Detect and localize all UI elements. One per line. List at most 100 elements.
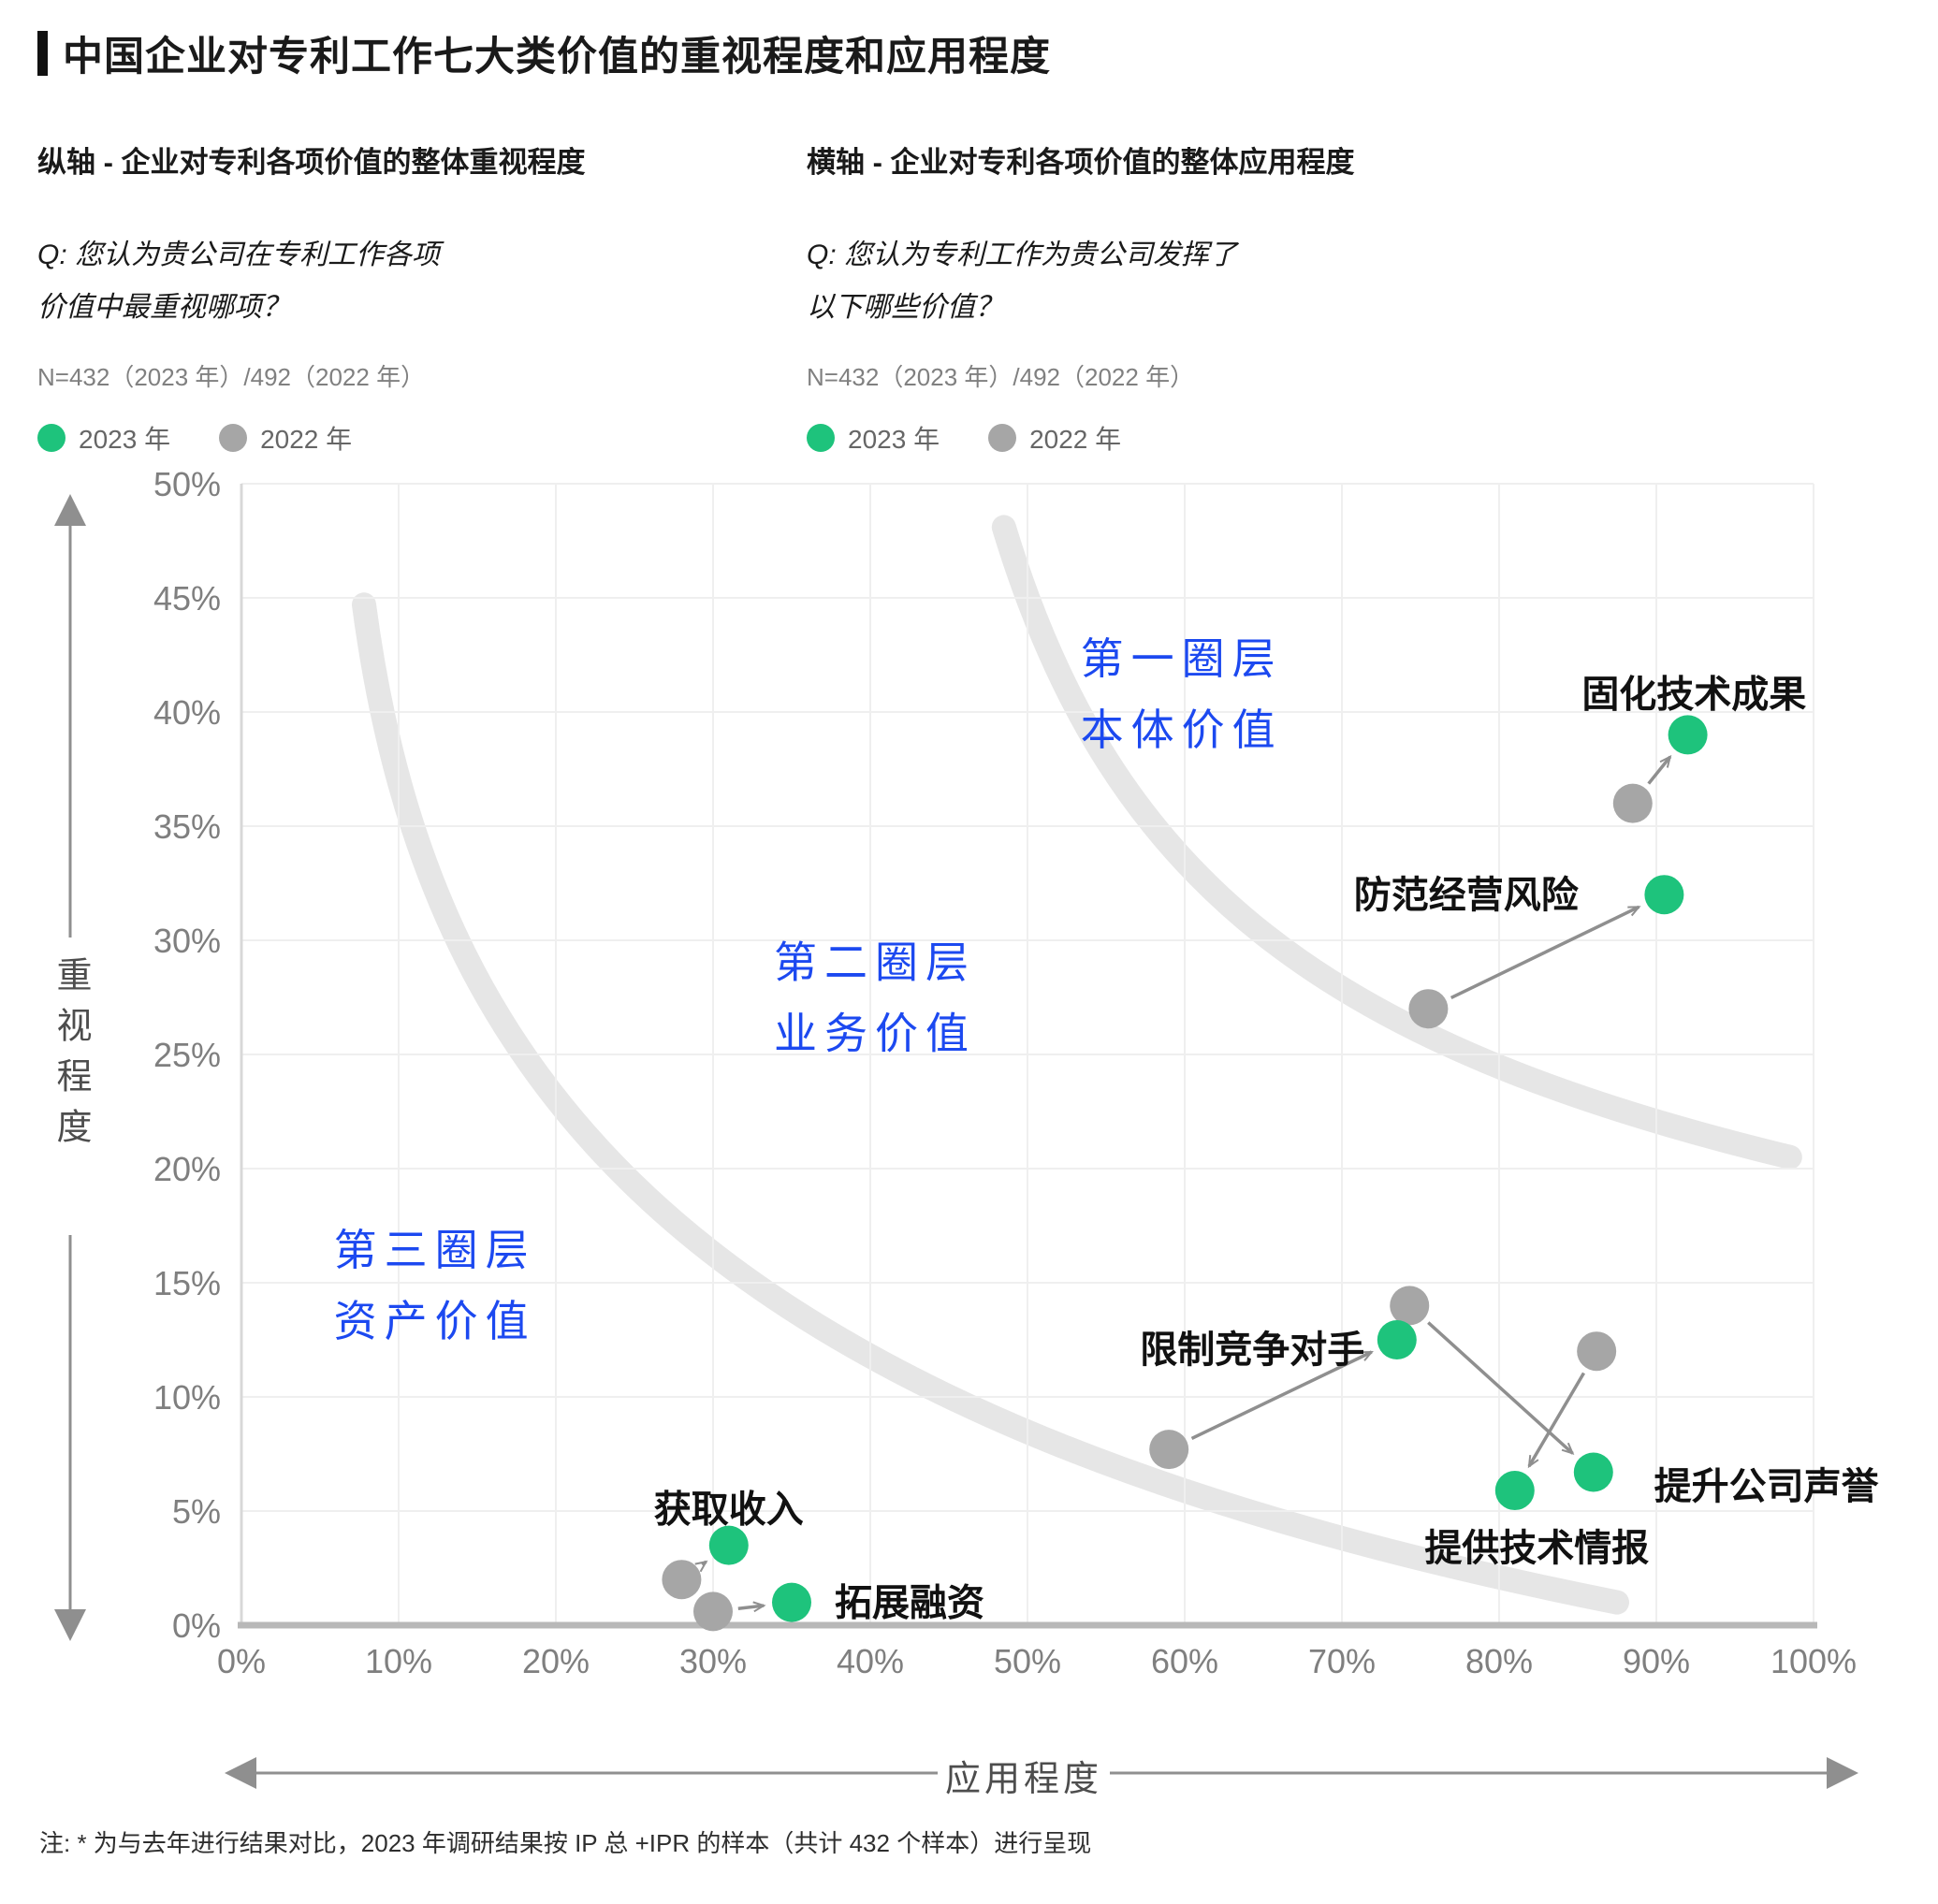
point-2023-获取收入 [708, 1525, 749, 1565]
legend-item-2022: 2022 年 [988, 419, 1121, 457]
zone-label-3: 第三圈层 [334, 1226, 536, 1274]
x-tick-label: 70% [1308, 1642, 1376, 1680]
point-label: 提升公司声誉 [1654, 1466, 1880, 1507]
point-2022-获取收入 [662, 1560, 702, 1600]
x-tick-label: 50% [994, 1642, 1061, 1680]
x-tick-label: 30% [679, 1642, 747, 1680]
trend-arrow [1647, 754, 1672, 785]
x-axis-title: 应用程度 [944, 1760, 1102, 1799]
zone-arcs [352, 515, 1802, 1615]
point-2023-防范经营风险 [1644, 875, 1684, 915]
legend-dot-2023-icon [37, 424, 66, 452]
point-2022-拓展融资 [693, 1592, 733, 1632]
legend-dot-2022-icon [219, 424, 248, 452]
point-2022-提供技术情报 [1577, 1331, 1617, 1372]
legend-item-2023: 2023 年 [807, 419, 940, 457]
arrow-down-icon [54, 1609, 86, 1641]
trend-arrows [694, 754, 1672, 1613]
zone-label-1: 第一圈层 [1081, 634, 1283, 683]
y-tick-label: 20% [153, 1150, 221, 1188]
zone-label-3: 资产价值 [334, 1297, 536, 1345]
application-axis-arrow [225, 1757, 1858, 1789]
footnote: 注: * 为与去年进行结果对比，2023 年调研结果按 IP 总 +IPR 的样… [39, 1829, 1092, 1857]
point-2022-提升公司声誉 [1390, 1286, 1430, 1326]
y-tick-label: 45% [153, 579, 221, 618]
point-label: 防范经营风险 [1354, 875, 1580, 916]
importance-axis-arrow [54, 494, 86, 1641]
trend-arrow [694, 1560, 708, 1573]
question-left-line2: 价值中最重视哪项？ [37, 292, 290, 323]
legend-left: 2023 年 2022 年 [37, 419, 786, 457]
y-tick-label: 15% [153, 1264, 221, 1302]
title-accent-bar [37, 31, 48, 76]
x-tick-label: 0% [217, 1642, 266, 1680]
y-tick-label: 40% [153, 693, 221, 732]
question-left-line1: Q: 您认为贵公司在专利工作各项 [37, 240, 441, 270]
arrow-up-icon [54, 494, 86, 526]
question-right: Q: 您认为专利工作为贵公司发挥了 以下哪些价值？ [807, 229, 1555, 334]
y-tick-label: 5% [172, 1492, 221, 1531]
x-tick-label: 80% [1465, 1642, 1533, 1680]
point-label: 提供技术情报 [1424, 1528, 1649, 1569]
point-2022-固化技术成果 [1612, 783, 1653, 823]
y-tick-label: 30% [153, 922, 221, 960]
legend-label-2023: 2023 年 [848, 425, 940, 454]
point-label: 拓展融资 [835, 1583, 984, 1624]
tick-labels: 0% 5% 10% 15% 20% 25% 30% 35% 40% 45% 50% 0% 10% 20% 3… [153, 465, 1857, 1680]
panel-vertical-axis: 纵轴 - 企业对专利各项价值的整体重视程度 Q: 您认为贵公司在专利工作各项 价… [37, 138, 786, 457]
point-label: 固化技术成果 [1581, 674, 1806, 715]
legend-item-2022: 2022 年 [219, 419, 352, 457]
data-points [662, 715, 1708, 1632]
sample-size-left: N=432（2023 年）/492（2022 年） [37, 363, 426, 391]
legend-right: 2023 年 2022 年 [807, 419, 1555, 457]
point-2022-限制竞争对手 [1149, 1430, 1189, 1470]
zone-arc-2 [352, 592, 1629, 1615]
zone-label-2: 业务价值 [774, 1009, 976, 1057]
y-tick-label: 25% [153, 1036, 221, 1074]
trend-arrow [1450, 905, 1641, 1000]
axes [238, 484, 1817, 1629]
legend-dot-2023-icon [807, 424, 835, 452]
legend-dot-2022-icon [988, 424, 1017, 452]
y-axis-title: 重视程度 [51, 956, 90, 1158]
trend-arrow [737, 1601, 766, 1613]
x-tick-label: 60% [1151, 1642, 1218, 1680]
y-tick-label: 10% [153, 1378, 221, 1417]
point-label: 限制竞争对手 [1140, 1330, 1364, 1371]
panel-horizontal-axis: 横轴 - 企业对专利各项价值的整体应用程度 Q: 您认为专利工作为贵公司发挥了 … [807, 138, 1555, 457]
x-tick-label: 10% [365, 1642, 432, 1680]
zone-label-1: 本体价值 [1081, 705, 1283, 754]
point-label: 获取收入 [654, 1490, 804, 1531]
legend-label-2022: 2022 年 [1029, 425, 1122, 454]
y-tick-label: 0% [172, 1606, 221, 1645]
point-2023-固化技术成果 [1668, 715, 1708, 755]
horizontal-axis-note: 横轴 - 企业对专利各项价值的整体应用程度 [807, 146, 1355, 179]
point-2023-提升公司声誉 [1573, 1452, 1613, 1492]
question-right-line1: Q: 您认为专利工作为贵公司发挥了 [807, 240, 1238, 270]
legend-label-2023: 2023 年 [79, 425, 171, 454]
x-tick-label: 20% [522, 1642, 590, 1680]
trend-arrow [1190, 1350, 1374, 1440]
trend-arrow [1527, 1372, 1586, 1469]
page-title: 中国企业对专利工作七大类价值的重视程度和应用程度 [63, 35, 1051, 80]
trend-arrow [1427, 1321, 1575, 1455]
question-left: Q: 您认为贵公司在专利工作各项 价值中最重视哪项？ [37, 229, 786, 334]
y-tick-label: 50% [153, 465, 221, 503]
x-tick-label: 40% [837, 1642, 904, 1680]
point-2023-拓展融资 [772, 1582, 811, 1622]
zone-arc-1 [991, 515, 1802, 1170]
zone-label-2: 第二圈层 [774, 937, 976, 986]
x-tick-label: 90% [1623, 1642, 1690, 1680]
point-2023-提供技术情报 [1494, 1471, 1535, 1511]
legend-item-2023: 2023 年 [37, 419, 170, 457]
point-2022-防范经营风险 [1408, 989, 1449, 1029]
vertical-axis-note: 纵轴 - 企业对专利各项价值的整体重视程度 [37, 146, 586, 179]
grid-lines [241, 483, 1814, 1625]
legend-label-2022: 2022 年 [260, 425, 353, 454]
point-2023-限制竞争对手 [1377, 1320, 1417, 1359]
header: 中国企业对专利工作七大类价值的重视程度和应用程度 [37, 24, 1051, 82]
